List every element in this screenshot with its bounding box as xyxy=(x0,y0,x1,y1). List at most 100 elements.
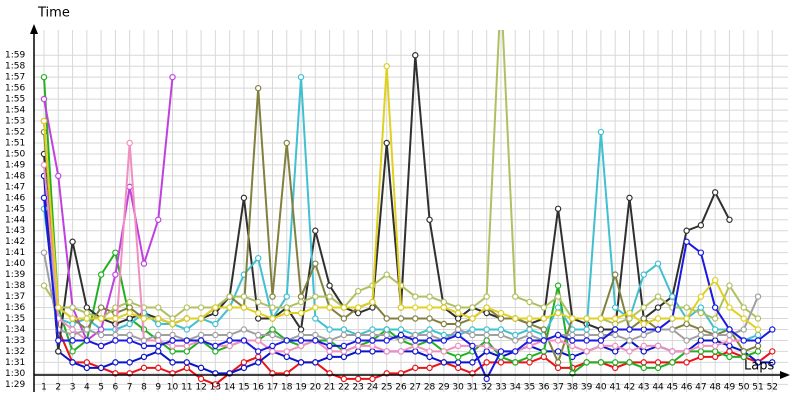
y-tick-label: 1:32 xyxy=(5,347,25,357)
y-tick-label: 1:35 xyxy=(5,314,25,324)
lap-point xyxy=(140,315,148,322)
lap-point xyxy=(69,337,76,344)
lap-point xyxy=(469,326,476,333)
lap-point xyxy=(640,359,647,366)
lap-point xyxy=(554,304,562,311)
x-tick-label: 47 xyxy=(695,383,706,393)
lap-point xyxy=(297,331,305,339)
lap-point xyxy=(212,331,219,339)
lap-point xyxy=(683,227,690,234)
y-tick-label: 1:34 xyxy=(5,325,25,335)
lap-point xyxy=(255,298,262,306)
x-tick-label: 29 xyxy=(438,383,450,393)
lap-point xyxy=(526,315,533,322)
x-tick-label: 50 xyxy=(738,383,750,393)
lap-point xyxy=(126,315,133,322)
x-tick-label: 40 xyxy=(595,383,607,393)
lap-point xyxy=(597,315,605,322)
lap-point xyxy=(454,309,462,317)
lap-point xyxy=(426,353,433,361)
lap-point xyxy=(97,315,105,322)
y-tick-label: 1:40 xyxy=(5,259,25,269)
lap-point xyxy=(412,364,419,372)
lap-point xyxy=(640,304,647,311)
lap-point xyxy=(169,315,176,322)
lap-point xyxy=(654,304,662,311)
lap-point xyxy=(440,348,448,355)
lap-point xyxy=(297,73,305,81)
lap-point xyxy=(726,331,733,339)
series-line xyxy=(42,175,773,375)
lap-point xyxy=(283,337,290,344)
lap-point xyxy=(483,375,490,383)
lap-point xyxy=(155,216,162,223)
lap-point xyxy=(126,298,133,306)
lap-point xyxy=(40,95,48,103)
lap-point xyxy=(412,331,419,339)
x-tick-label: 36 xyxy=(538,383,550,393)
lap-point xyxy=(155,304,162,311)
lap-point xyxy=(426,337,433,344)
lap-point xyxy=(354,337,362,344)
lap-point xyxy=(597,128,605,136)
x-tick-label: 24 xyxy=(367,383,379,393)
lap-point xyxy=(69,315,76,322)
lap-point xyxy=(283,304,290,311)
x-tick-label: 33 xyxy=(495,383,506,393)
lap-point xyxy=(597,359,605,366)
lap-point xyxy=(297,326,305,333)
lap-point xyxy=(297,359,305,366)
lap-point xyxy=(526,326,533,333)
lap-point xyxy=(55,348,62,355)
lap-point xyxy=(612,359,619,366)
lap-point xyxy=(340,304,348,311)
lap-point xyxy=(83,364,91,372)
lap-point xyxy=(769,348,776,355)
lap-point xyxy=(540,315,548,322)
lap-point xyxy=(512,337,519,344)
lap-point xyxy=(126,320,133,328)
x-tick-label: 26 xyxy=(395,383,407,393)
lap-point xyxy=(569,337,576,344)
y-tick-label: 1:54 xyxy=(5,106,25,116)
lap-point xyxy=(683,304,690,311)
lap-point xyxy=(697,222,705,229)
x-tick-label: 35 xyxy=(524,383,535,393)
lap-point xyxy=(612,364,619,372)
lap-point xyxy=(669,348,676,355)
lap-point xyxy=(212,320,219,328)
lap-point xyxy=(97,364,105,372)
lap-point xyxy=(711,304,719,311)
lap-point xyxy=(754,315,762,322)
y-tick-label: 1:50 xyxy=(5,149,25,159)
lap-point xyxy=(255,348,262,355)
x-tick-label: 48 xyxy=(709,383,721,393)
lap-point xyxy=(426,364,433,372)
lap-point xyxy=(769,326,776,333)
lap-point xyxy=(40,117,48,125)
lap-point xyxy=(683,238,690,245)
lap-point xyxy=(726,282,733,289)
lap-point xyxy=(640,320,647,328)
lap-point xyxy=(155,331,162,339)
lap-point xyxy=(312,293,319,300)
x-tick-label: 27 xyxy=(410,383,421,393)
lap-point xyxy=(354,287,362,295)
lap-point xyxy=(726,342,733,350)
lap-point xyxy=(69,331,76,339)
lap-point xyxy=(469,331,476,339)
lap-point xyxy=(169,331,176,339)
lap-point xyxy=(183,342,190,350)
lap-point xyxy=(554,359,562,366)
x-tick-label: 4 xyxy=(84,383,90,393)
x-tick-label: 52 xyxy=(767,383,778,393)
lap-point xyxy=(640,326,647,333)
lap-point xyxy=(226,337,233,344)
lap-point xyxy=(469,304,476,311)
x-tick-label: 21 xyxy=(324,383,335,393)
y-tick-label: 1:43 xyxy=(5,226,25,236)
lap-point xyxy=(269,293,276,300)
lap-point xyxy=(255,309,262,317)
lap-point xyxy=(412,315,419,322)
lap-point xyxy=(312,331,319,339)
